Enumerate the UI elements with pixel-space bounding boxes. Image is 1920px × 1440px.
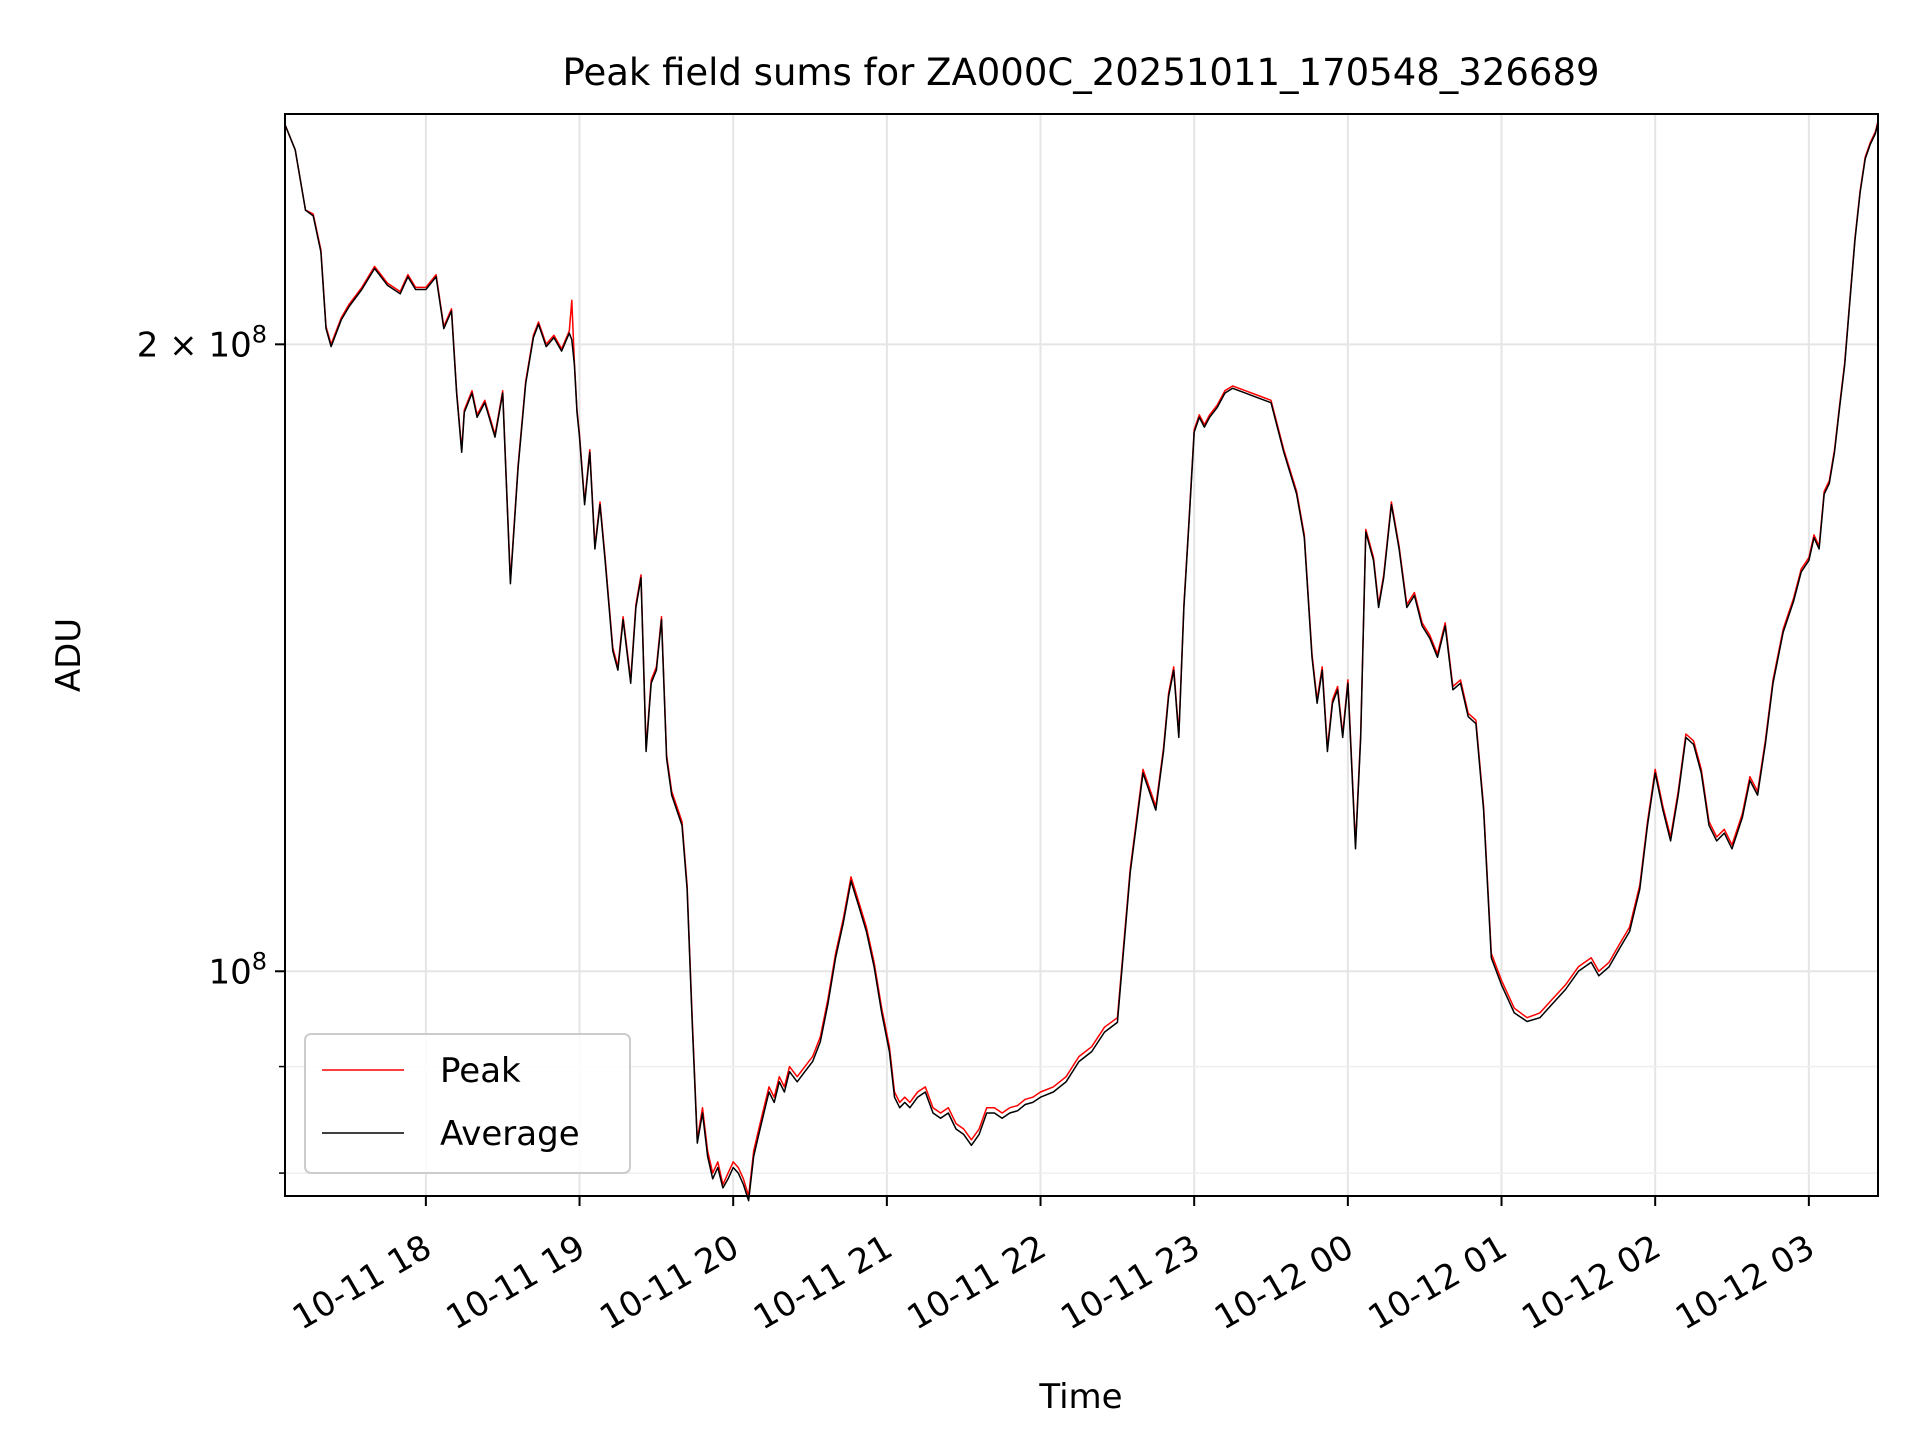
y-tick-label: 108: [208, 947, 267, 992]
legend-label-average: Average: [440, 1114, 580, 1154]
chart-title: Peak field sums for ZA000C_20251011_1705…: [562, 51, 1599, 94]
series-line-average: [284, 122, 1879, 1202]
x-axis-label: Time: [1038, 1377, 1122, 1417]
legend-label-peak: Peak: [440, 1051, 521, 1091]
y-axis-ticks: 108 2 × 108: [137, 320, 285, 1174]
series-layer: [284, 120, 1879, 1202]
grid: [285, 114, 1878, 1196]
series-line-peak: [284, 120, 1879, 1197]
legend-box: [304, 1033, 631, 1174]
plot-frame: [284, 113, 1879, 1197]
y-axis-label: ADU: [49, 618, 89, 692]
y-tick-label: 2 × 108: [137, 320, 267, 365]
legend: Peak Average: [304, 1033, 631, 1174]
